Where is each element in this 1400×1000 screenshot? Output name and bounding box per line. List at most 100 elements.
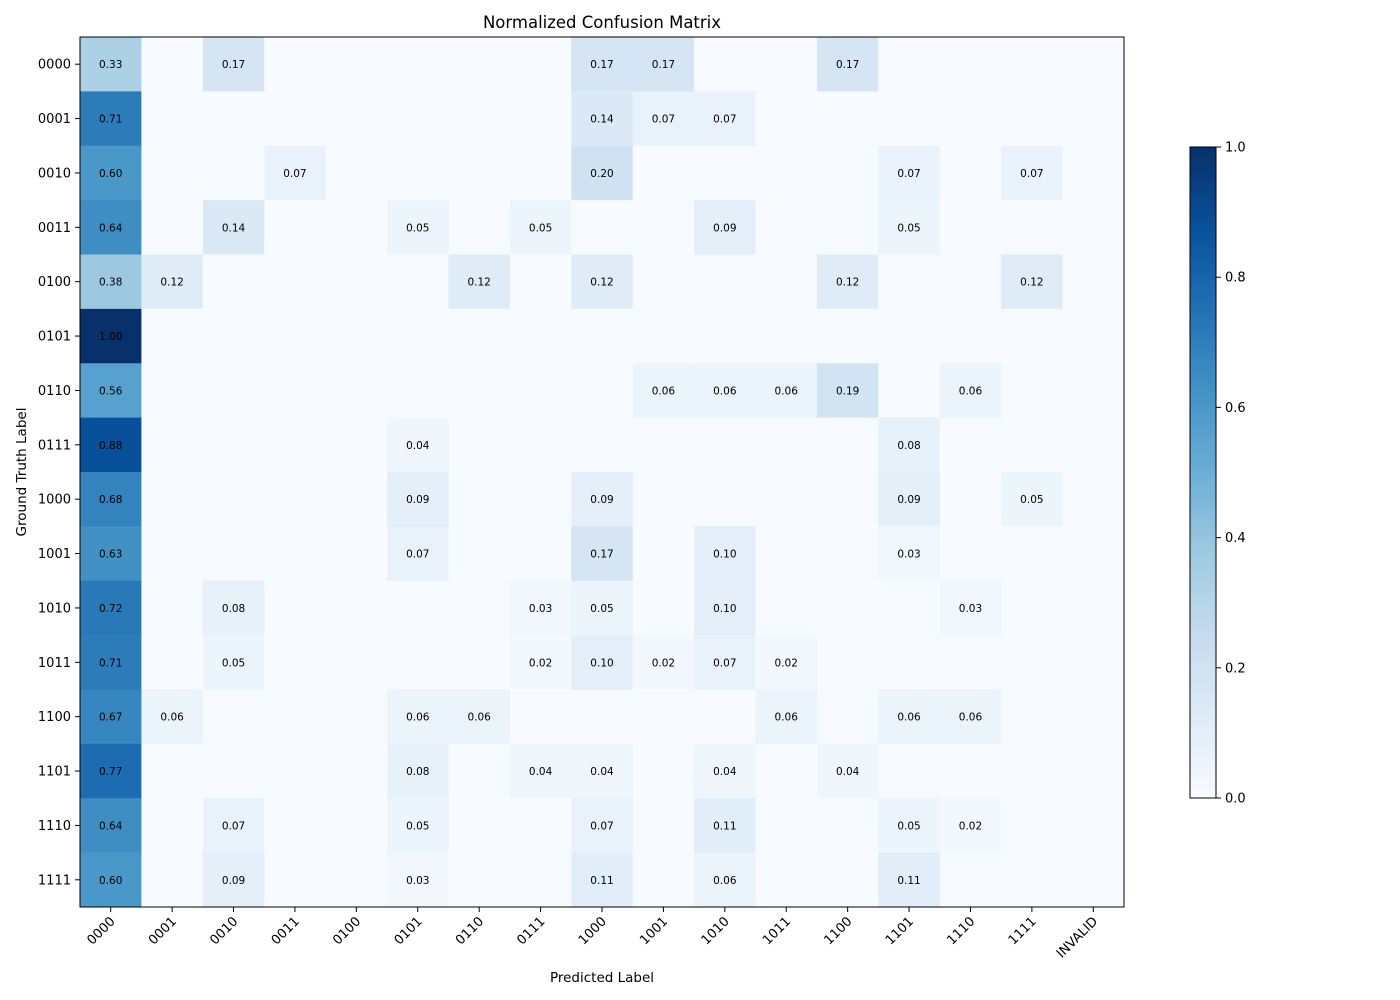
cell-value-label: 0.71: [99, 114, 122, 126]
heatmap-cell: [448, 472, 511, 527]
heatmap-cell: [202, 145, 265, 201]
colorbar-tick-label: 1.0: [1225, 141, 1246, 156]
heatmap-cell: [202, 37, 265, 92]
heatmap-cell: [80, 308, 142, 364]
heatmap-cell: [141, 526, 204, 582]
heatmap-cell: [325, 91, 388, 147]
heatmap-cell: [387, 417, 449, 473]
cell-value-label: 0.03: [529, 603, 552, 615]
heatmap-cell: [1062, 308, 1125, 364]
x-tick-label: 1110: [944, 914, 978, 948]
heatmap-cell: [571, 580, 634, 636]
y-tick-label: 1100: [38, 710, 71, 725]
cell-value-label: 0.12: [467, 277, 490, 289]
heatmap-cell: [509, 200, 572, 255]
heatmap-cell: [448, 743, 511, 799]
heatmap-cell: [202, 200, 265, 255]
heatmap-cell: [387, 472, 449, 527]
heatmap-cell: [387, 145, 449, 201]
heatmap-cell: [1001, 472, 1064, 527]
cell-value-label: 0.06: [713, 875, 737, 887]
heatmap-cell: [141, 798, 204, 854]
cell-value-label: 0.06: [775, 385, 799, 397]
heatmap-cell: [632, 743, 695, 799]
cell-value-label: 0.17: [836, 59, 859, 71]
cell-value-label: 0.03: [897, 549, 920, 561]
heatmap-cell: [571, 526, 634, 582]
heatmap-cell: [141, 417, 204, 473]
heatmap-cell: [448, 417, 511, 473]
cell-value-label: 0.17: [590, 549, 613, 561]
heatmap-cell: [509, 526, 572, 582]
heatmap-cell: [387, 363, 449, 419]
heatmap-cell: [878, 417, 941, 473]
heatmap-cell: [80, 526, 142, 582]
heatmap-cell: [509, 472, 572, 527]
heatmap-cell: [325, 689, 388, 745]
cell-value-label: 0.07: [283, 168, 306, 180]
y-tick-label: 1011: [38, 656, 71, 671]
heatmap-cell: [939, 798, 1002, 854]
cell-value-label: 0.06: [160, 712, 184, 724]
heatmap-cell: [80, 417, 142, 473]
heatmap-cell: [387, 689, 449, 745]
cell-value-label: 0.88: [99, 440, 122, 452]
heatmap-cell: [202, 363, 265, 419]
cell-value-label: 0.05: [222, 657, 245, 669]
heatmap-cell: [141, 91, 204, 147]
colorbar-tick-label: 0.2: [1225, 661, 1246, 676]
heatmap-cell: [939, 91, 1002, 147]
heatmap-cell: [939, 689, 1002, 745]
cell-value-label: 0.04: [713, 766, 737, 778]
heatmap-cell: [939, 37, 1002, 92]
heatmap-cell: [448, 580, 511, 636]
cell-value-label: 0.60: [99, 875, 122, 887]
heatmap-cell: [387, 580, 449, 636]
heatmap-cell: [939, 852, 1002, 908]
heatmap-cell: [755, 254, 818, 310]
cell-value-label: 0.03: [406, 875, 429, 887]
heatmap-cell: [632, 580, 695, 636]
heatmap-cell: [571, 91, 634, 147]
cell-value-label: 0.05: [897, 222, 920, 234]
heatmap-cell: [325, 308, 388, 364]
heatmap-cell: [571, 798, 634, 854]
heatmap-cell: [80, 580, 142, 636]
heatmap-cell: [80, 37, 142, 92]
cell-value-label: 0.77: [99, 766, 122, 778]
heatmap-cell: [141, 743, 204, 799]
heatmap-cell: [632, 363, 695, 419]
heatmap-cell: [1001, 526, 1064, 582]
heatmap-cell: [202, 743, 265, 799]
heatmap-cell: [632, 472, 695, 527]
colorbar-gradient: [1190, 147, 1216, 798]
heatmap-cell: [632, 200, 695, 255]
cell-value-label: 0.07: [406, 549, 429, 561]
heatmap-cell: [80, 145, 142, 201]
cell-value-label: 0.06: [467, 712, 491, 724]
heatmap-cell: [509, 417, 572, 473]
heatmap-cell: [816, 308, 879, 364]
heatmap-cell: [448, 254, 511, 310]
cell-value-label: 0.05: [529, 222, 552, 234]
heatmap-cell: [694, 363, 757, 419]
heatmap-cell: [694, 417, 757, 473]
cell-value-label: 0.60: [99, 168, 122, 180]
heatmap-cell: [632, 91, 695, 147]
heatmap-cell: [264, 37, 327, 92]
y-tick-label: 1001: [38, 547, 71, 562]
heatmap-cell: [264, 308, 327, 364]
heatmap-cell: [878, 472, 941, 527]
heatmap-cell: [755, 37, 818, 92]
heatmap-cell: [816, 254, 879, 310]
cell-value-label: 0.07: [590, 820, 613, 832]
cell-value-label: 0.10: [713, 549, 736, 561]
y-tick-label: 0110: [38, 384, 71, 399]
cell-value-label: 0.38: [99, 277, 122, 289]
y-tick-label: 1010: [38, 601, 71, 616]
cell-value-label: 0.14: [222, 222, 246, 234]
heatmap-cell: [80, 200, 142, 255]
cell-value-label: 0.05: [406, 820, 429, 832]
heatmap-cell: [755, 91, 818, 147]
